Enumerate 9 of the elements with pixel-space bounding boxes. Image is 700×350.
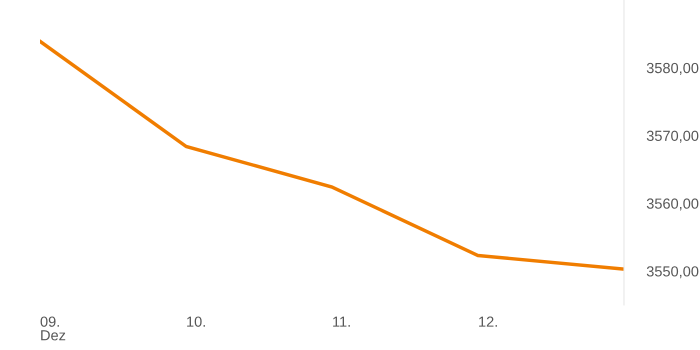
line-series — [40, 40, 624, 271]
y-tick-label: 3550,00 — [646, 266, 698, 278]
y-tick-label: 3560,00 — [646, 198, 698, 210]
y-tick-label: 3570,00 — [646, 130, 698, 143]
y-tick-label: 3580,00 — [646, 62, 698, 75]
x-tick-label: 10. — [187, 316, 205, 327]
x-tick-label: 11. — [333, 316, 350, 327]
x-tick-label: 12. — [479, 316, 497, 327]
x-tick-label: 09. Dez — [40, 316, 66, 340]
